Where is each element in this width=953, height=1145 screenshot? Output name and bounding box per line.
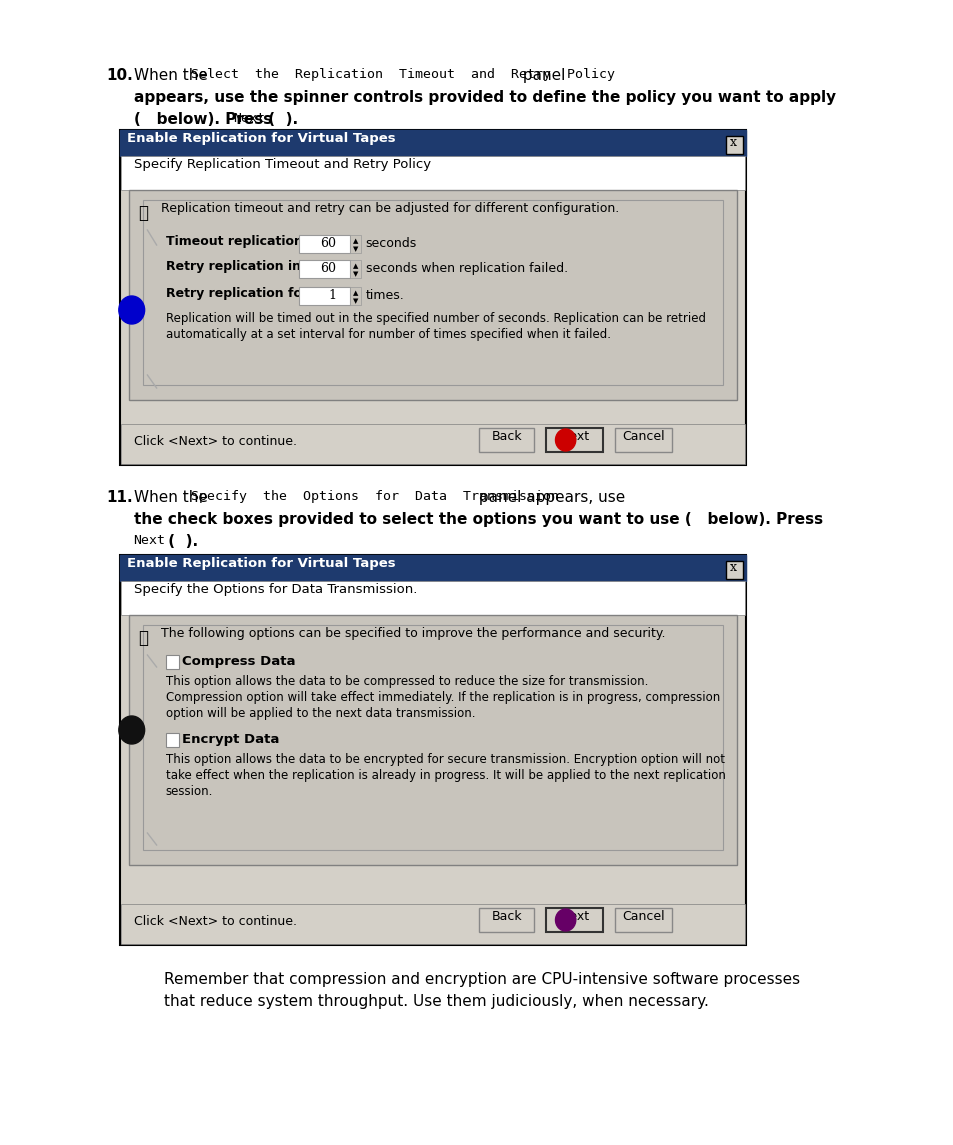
Text: 60: 60 bbox=[320, 237, 335, 250]
Bar bbox=[299, 235, 350, 253]
Text: Compress Data: Compress Data bbox=[182, 655, 295, 668]
Text: 10.: 10. bbox=[106, 68, 132, 82]
Text: ▼: ▼ bbox=[353, 297, 358, 305]
Text: Specify the Options for Data Transmission.: Specify the Options for Data Transmissio… bbox=[133, 583, 416, 597]
Text: session.: session. bbox=[166, 785, 213, 798]
Text: the check boxes provided to select the options you want to use (   below). Press: the check boxes provided to select the o… bbox=[133, 512, 821, 527]
Bar bbox=[120, 905, 744, 943]
Text: ▲: ▲ bbox=[353, 262, 358, 270]
Bar bbox=[478, 908, 534, 932]
Text: Next: Next bbox=[233, 112, 265, 125]
Text: Replication will be timed out in the specified number of seconds. Replication ca: Replication will be timed out in the spe… bbox=[166, 311, 705, 325]
Text: that reduce system throughput. Use them judiciously, when necessary.: that reduce system throughput. Use them … bbox=[164, 994, 708, 1009]
Text: Specify  the  Options  for  Data  Transmission: Specify the Options for Data Transmissio… bbox=[191, 490, 558, 503]
Text: Cancel: Cancel bbox=[622, 910, 664, 923]
Bar bbox=[299, 260, 350, 278]
Text: Next: Next bbox=[559, 910, 589, 923]
Bar bbox=[120, 131, 745, 465]
Text: Specify Replication Timeout and Retry Policy: Specify Replication Timeout and Retry Po… bbox=[133, 158, 430, 171]
Text: appears, use the spinner controls provided to define the policy you want to appl: appears, use the spinner controls provid… bbox=[133, 90, 835, 105]
Bar bbox=[120, 555, 745, 581]
Bar bbox=[546, 428, 602, 452]
Text: x: x bbox=[729, 136, 736, 149]
Text: Click <Next> to continue.: Click <Next> to continue. bbox=[133, 435, 296, 448]
Text: take effect when the replication is already in progress. It will be applied to t: take effect when the replication is alre… bbox=[166, 769, 725, 782]
Text: (  ).: ( ). bbox=[163, 534, 198, 548]
Bar bbox=[120, 424, 744, 464]
Bar bbox=[120, 555, 745, 945]
Text: times.: times. bbox=[365, 289, 404, 302]
Bar bbox=[350, 235, 361, 253]
Text: 1: 1 bbox=[328, 289, 335, 302]
Bar bbox=[143, 200, 722, 385]
Bar bbox=[143, 625, 722, 850]
Text: Back: Back bbox=[491, 431, 521, 443]
Text: 11.: 11. bbox=[106, 490, 132, 505]
Text: (   below). Press: ( below). Press bbox=[133, 112, 276, 127]
Text: Enable Replication for Virtual Tapes: Enable Replication for Virtual Tapes bbox=[127, 556, 395, 570]
Text: Select  the  Replication  Timeout  and  Retry  Policy: Select the Replication Timeout and Retry… bbox=[191, 68, 614, 81]
Text: 60: 60 bbox=[320, 262, 335, 275]
Text: ▼: ▼ bbox=[353, 270, 358, 278]
Text: When the: When the bbox=[133, 490, 213, 505]
Bar bbox=[725, 561, 741, 579]
Bar bbox=[166, 655, 178, 669]
Text: Remember that compression and encryption are CPU-intensive software processes: Remember that compression and encryption… bbox=[164, 972, 800, 987]
Bar bbox=[120, 156, 744, 190]
Text: panel: panel bbox=[517, 68, 564, 82]
Bar bbox=[120, 581, 744, 615]
Text: Compression option will take effect immediately. If the replication is in progre: Compression option will take effect imme… bbox=[166, 690, 720, 704]
Text: ▲: ▲ bbox=[353, 237, 358, 245]
Text: The following options can be specified to improve the performance and security.: The following options can be specified t… bbox=[161, 627, 665, 640]
Text: Retry replication in: Retry replication in bbox=[166, 260, 300, 273]
Circle shape bbox=[555, 909, 576, 931]
Text: Timeout replication in: Timeout replication in bbox=[166, 235, 320, 248]
Bar bbox=[299, 287, 350, 305]
Text: This option allows the data to be encrypted for secure transmission. Encryption : This option allows the data to be encryp… bbox=[166, 753, 724, 766]
Bar bbox=[615, 908, 672, 932]
Text: Enable Replication for Virtual Tapes: Enable Replication for Virtual Tapes bbox=[127, 132, 395, 145]
Bar bbox=[478, 428, 534, 452]
Circle shape bbox=[555, 429, 576, 451]
Text: Next: Next bbox=[559, 431, 589, 443]
Text: panel appears, use: panel appears, use bbox=[474, 490, 625, 505]
Text: Cancel: Cancel bbox=[622, 431, 664, 443]
Text: x: x bbox=[729, 561, 736, 574]
Text: Click <Next> to continue.: Click <Next> to continue. bbox=[133, 915, 296, 927]
Circle shape bbox=[119, 297, 145, 324]
Text: When the: When the bbox=[133, 68, 213, 82]
Text: ▲: ▲ bbox=[353, 289, 358, 297]
Bar bbox=[166, 733, 178, 747]
Bar bbox=[129, 190, 737, 400]
Bar bbox=[615, 428, 672, 452]
Bar bbox=[129, 615, 737, 864]
Bar bbox=[350, 260, 361, 278]
Text: seconds when replication failed.: seconds when replication failed. bbox=[365, 262, 567, 275]
Text: Replication timeout and retry can be adjusted for different configuration.: Replication timeout and retry can be adj… bbox=[161, 202, 618, 215]
Text: This option allows the data to be compressed to reduce the size for transmission: This option allows the data to be compre… bbox=[166, 676, 647, 688]
Text: seconds: seconds bbox=[365, 237, 416, 250]
Text: 🔶: 🔶 bbox=[138, 630, 148, 647]
Bar bbox=[120, 131, 745, 156]
Bar bbox=[350, 287, 361, 305]
Text: 🔶: 🔶 bbox=[138, 205, 148, 222]
Text: (  ).: ( ). bbox=[262, 112, 297, 127]
Text: Next: Next bbox=[133, 534, 166, 547]
Bar bbox=[546, 908, 602, 932]
Text: option will be applied to the next data transmission.: option will be applied to the next data … bbox=[166, 706, 475, 720]
Text: Encrypt Data: Encrypt Data bbox=[182, 733, 279, 747]
Text: automatically at a set interval for number of times specified when it failed.: automatically at a set interval for numb… bbox=[166, 327, 610, 341]
Text: Retry replication for: Retry replication for bbox=[166, 287, 308, 300]
Bar bbox=[725, 136, 741, 153]
Circle shape bbox=[119, 716, 145, 744]
Text: ▼: ▼ bbox=[353, 245, 358, 253]
Text: Back: Back bbox=[491, 910, 521, 923]
